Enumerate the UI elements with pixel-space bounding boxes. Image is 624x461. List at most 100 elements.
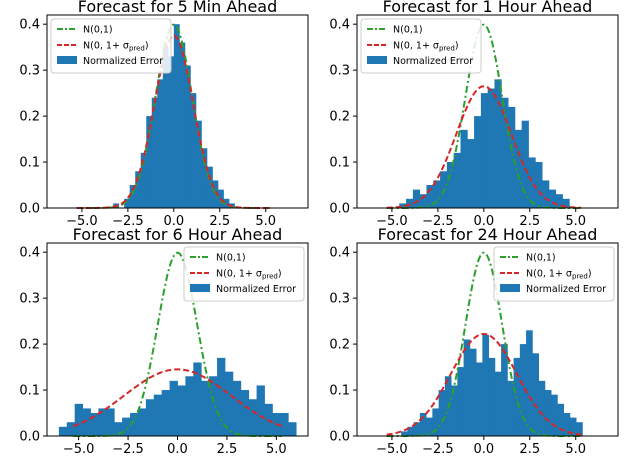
legend-standard-normal-label: N(0,1): [216, 253, 246, 264]
histogram-bar: [451, 385, 458, 436]
histogram-bar: [563, 413, 571, 436]
histogram-bar: [412, 189, 421, 208]
y-tick-label: 0.3: [329, 292, 350, 307]
histogram-bar: [195, 120, 202, 208]
histogram-bar: [130, 413, 139, 436]
histogram-bar: [98, 408, 107, 436]
legend-standard-normal-label: N(0,1): [526, 253, 556, 264]
histogram-bar: [82, 408, 91, 436]
histogram-bar: [280, 413, 289, 436]
histogram-bar: [557, 403, 564, 436]
histogram-bar: [201, 148, 208, 208]
legend: N(0,1)N(0, 1+ σpred)Normalized Error: [360, 18, 482, 74]
legend-standard-normal-label: N(0,1): [83, 25, 113, 36]
histogram-bar: [217, 357, 226, 436]
histogram-bar: [90, 413, 99, 436]
x-tick-label: −5.0: [63, 442, 95, 457]
axes-frame: [356, 242, 619, 437]
histogram-bar: [209, 376, 218, 436]
histogram-bar: [514, 129, 523, 208]
x-tick-label: 5.0: [266, 442, 287, 457]
histogram-bar: [256, 385, 265, 436]
histogram-bar: [501, 97, 509, 208]
histogram-bar: [401, 431, 408, 436]
axes-frame: [46, 14, 309, 209]
histogram-bar: [542, 180, 550, 208]
histogram-bar: [248, 399, 257, 436]
legend-histogram-swatch: [57, 56, 77, 64]
x-tick-label: 5.0: [565, 214, 586, 229]
histogram-bar: [538, 380, 546, 436]
x-tick-label: 2.5: [209, 214, 230, 229]
histogram-bar: [528, 157, 536, 208]
subplot-title: Forecast for 6 Hour Ahead: [73, 225, 283, 244]
histogram-bar: [519, 344, 527, 436]
histogram-bar: [507, 380, 514, 436]
y-tick-label: 0.1: [329, 384, 350, 399]
y-tick-label: 0.4: [329, 246, 350, 261]
x-tick-label: 0.0: [163, 214, 184, 229]
y-tick-label: 0.0: [329, 202, 350, 217]
y-tick-label: 0.0: [19, 202, 40, 217]
x-tick-label: 5.0: [565, 442, 586, 457]
histogram-bar: [457, 367, 465, 436]
histogram-bar: [532, 353, 539, 436]
legend-box: [493, 246, 615, 302]
histogram-bar: [162, 47, 169, 208]
y-tick-label: 0.0: [329, 430, 350, 445]
x-tick-label: 2.5: [519, 442, 540, 457]
histogram-bar: [122, 417, 131, 436]
histogram-bar: [399, 203, 407, 208]
y-tick-label: 0.4: [19, 18, 40, 33]
histogram-bar: [446, 162, 455, 208]
histogram-bar: [406, 198, 414, 208]
histogram-bar: [480, 93, 489, 208]
histogram-bar: [487, 88, 495, 208]
legend-histogram-label: Normalized Error: [83, 56, 163, 67]
legend: N(0,1)N(0, 1+ σpred)Normalized Error: [493, 246, 615, 302]
histogram-bar: [177, 385, 186, 436]
histogram-bar: [201, 380, 210, 436]
histogram-bar: [419, 413, 427, 436]
predicted-normal-curve: [72, 368, 283, 428]
legend-box: [183, 246, 305, 302]
x-tick-label: −2.5: [112, 442, 144, 457]
histogram-bar: [482, 334, 490, 436]
histogram-bar: [58, 426, 68, 436]
subplot-title: Forecast for 5 Min Ahead: [78, 0, 278, 16]
x-tick-label: −2.5: [422, 214, 454, 229]
histogram-bar: [151, 97, 158, 208]
x-tick-label: 5.0: [255, 214, 276, 229]
legend-histogram-swatch: [500, 284, 520, 292]
histogram-bar: [173, 24, 180, 208]
y-tick-label: 0.1: [19, 384, 40, 399]
histogram-bar: [137, 408, 147, 436]
histogram-bar: [494, 79, 502, 208]
subplot-4: Forecast for 24 Hour Ahead −5.0 −2.5 0.0 2.5…: [329, 225, 619, 457]
x-tick-label: −5.0: [66, 214, 98, 229]
histogram-bar: [544, 390, 552, 436]
y-tick-label: 0.3: [19, 292, 40, 307]
x-tick-label: −5.0: [376, 442, 408, 457]
histogram-bar: [535, 162, 543, 208]
histogram-bar: [467, 139, 475, 208]
histogram-bar: [413, 422, 421, 436]
y-tick-label: 0.2: [329, 338, 350, 353]
legend-box: [360, 18, 482, 74]
x-tick-label: −2.5: [112, 214, 144, 229]
histogram-bar: [179, 42, 186, 209]
legend-histogram-label: Normalized Error: [526, 284, 606, 295]
histogram-bar: [469, 348, 477, 436]
subplot-3: Forecast for 6 Hour Ahead −5.0 −2.5 0.0 2.5 5…: [19, 225, 309, 457]
histogram-bar: [74, 403, 83, 436]
predicted-normal-curve: [76, 34, 272, 209]
y-tick-label: 0.3: [19, 64, 40, 79]
histogram-bar: [153, 394, 163, 436]
axes-frame: [356, 14, 619, 209]
histogram-bar: [193, 362, 202, 436]
histogram-bar: [576, 422, 583, 436]
y-tick-label: 0.4: [329, 18, 350, 33]
histogram-bar: [223, 198, 230, 208]
histogram-bar: [460, 129, 468, 208]
histogram-bar: [224, 371, 234, 436]
